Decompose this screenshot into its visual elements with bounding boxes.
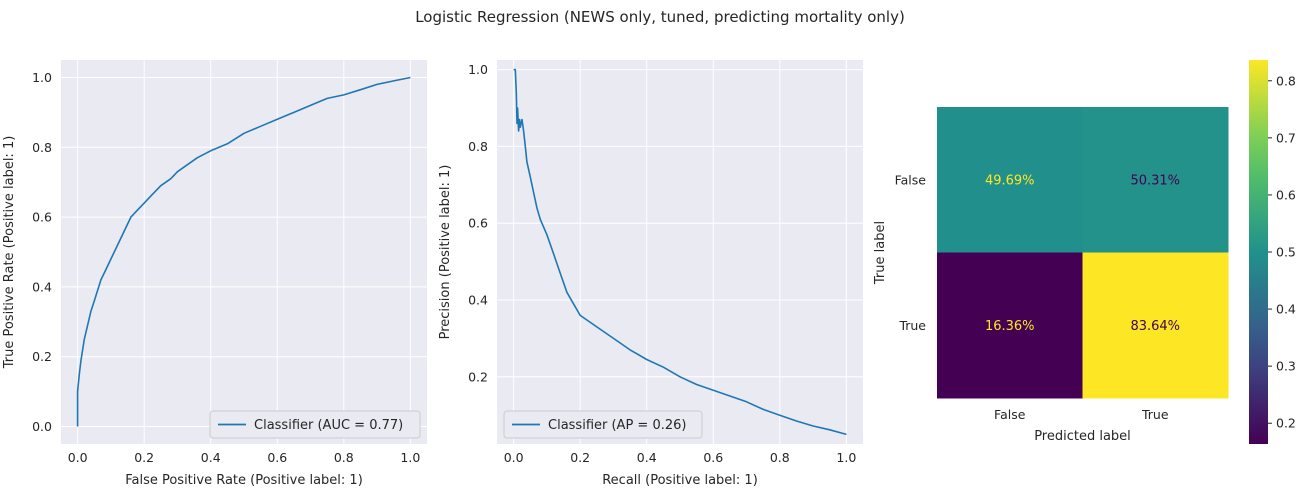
roc-y-tick-label: 1.0 xyxy=(32,70,52,85)
pr-x-tick-label: 0.6 xyxy=(703,450,723,465)
roc-series-line xyxy=(76,76,411,427)
colorbar xyxy=(1249,60,1268,444)
roc-y-tick-label: 0.0 xyxy=(32,419,52,434)
roc-x-tick-label: 1.0 xyxy=(400,450,420,465)
pr-series-line xyxy=(513,68,847,436)
colorbar-tick-label: 0.6 xyxy=(1276,187,1296,202)
roc-curve-panel: 0.0 0.2 0.4 0.6 0.8 1.0 0.0 0.2 0.4 0.6 0.8 1.0 Fals… xyxy=(2,60,427,488)
pr-x-tick-label: 1.0 xyxy=(836,450,856,465)
pr-x-tick-label: 0.0 xyxy=(504,450,524,465)
cm-y-tick-label: False xyxy=(895,172,927,187)
pr-y-tick-label: 1.0 xyxy=(468,62,488,77)
roc-y-tick-label: 0.8 xyxy=(32,140,52,155)
pr-plot-area xyxy=(497,60,863,444)
pr-y-tick-label: 0.4 xyxy=(468,293,488,308)
cm-cell xyxy=(937,107,1083,253)
cm-x-tick-label: False xyxy=(994,407,1026,422)
cm-y-tick-label: True xyxy=(898,318,926,333)
figure-suptitle: Logistic Regression (NEWS only, tuned, p… xyxy=(415,8,905,26)
colorbar-tick-label: 0.3 xyxy=(1276,359,1296,374)
cm-cell-label: 16.36% xyxy=(985,319,1035,334)
colorbar-tick-label: 0.2 xyxy=(1276,416,1296,431)
roc-x-tick-label: 0.6 xyxy=(267,450,287,465)
cm-x-axis-label: Predicted label xyxy=(1034,429,1131,444)
roc-y-axis-label: True Positive Rate (Positive label: 1) xyxy=(2,136,17,370)
roc-x-tick-label: 0.2 xyxy=(134,450,154,465)
cm-cell xyxy=(1082,107,1229,253)
cm-cell xyxy=(937,252,1083,399)
colorbar-tick-label: 0.4 xyxy=(1276,302,1296,317)
roc-y-tick-label: 0.4 xyxy=(32,279,52,294)
pr-y-tick-label: 0.2 xyxy=(468,369,488,384)
roc-legend: Classifier (AUC = 0.77) xyxy=(209,410,421,439)
precision-recall-panel: 0.0 0.2 0.4 0.6 0.8 1.0 0.2 0.4 0.6 0.8 1.0 Recall … xyxy=(438,60,863,488)
cm-y-axis-label: True label xyxy=(873,221,888,285)
roc-x-axis-label: False Positive Rate (Positive label: 1) xyxy=(125,473,363,488)
pr-legend: Classifier (AP = 0.26) xyxy=(503,410,703,439)
pr-y-tick-label: 0.6 xyxy=(468,216,488,231)
cm-cell-label: 49.69% xyxy=(985,173,1035,188)
roc-x-tick-label: 0.4 xyxy=(201,450,221,465)
pr-legend-label: Classifier (AP = 0.26) xyxy=(548,418,686,433)
roc-x-tick-label: 0.0 xyxy=(68,450,88,465)
colorbar-tick-label: 0.7 xyxy=(1276,130,1296,145)
pr-x-tick-label: 0.8 xyxy=(770,450,790,465)
roc-y-tick-label: 0.6 xyxy=(32,210,52,225)
pr-x-tick-label: 0.2 xyxy=(570,450,590,465)
roc-legend-label: Classifier (AUC = 0.77) xyxy=(254,418,403,433)
pr-x-tick-label: 0.4 xyxy=(637,450,657,465)
pr-legend-box xyxy=(503,410,703,439)
pr-y-axis-label: Precision (Positive label: 1) xyxy=(438,165,453,340)
pr-x-axis-label: Recall (Positive label: 1) xyxy=(602,473,758,488)
colorbar-tick-label: 0.8 xyxy=(1276,73,1296,88)
confusion-matrix-panel: 49.69% 50.31% 16.36% 83.64% False True False Tr… xyxy=(873,60,1296,444)
cm-x-tick-label: True xyxy=(1141,407,1169,422)
roc-y-tick-label: 0.2 xyxy=(32,349,52,364)
cm-cell xyxy=(1082,252,1229,399)
roc-plot-area xyxy=(61,60,427,444)
cm-cell-label: 50.31% xyxy=(1130,173,1180,188)
pr-y-tick-label: 0.8 xyxy=(468,139,488,154)
roc-x-tick-label: 0.8 xyxy=(334,450,354,465)
colorbar-tick-label: 0.5 xyxy=(1276,245,1296,260)
roc-legend-box xyxy=(209,410,421,439)
cm-cell-label: 83.64% xyxy=(1130,319,1180,334)
